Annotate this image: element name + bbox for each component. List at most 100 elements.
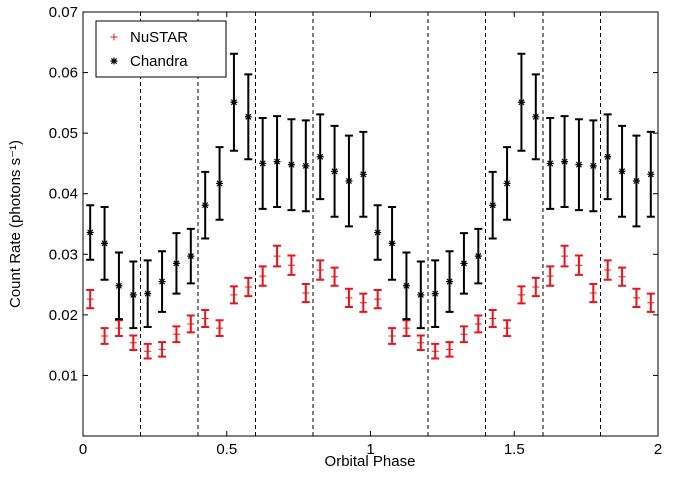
data-point (531, 276, 540, 298)
data-point (416, 334, 425, 351)
data-point (359, 292, 368, 313)
data-point (416, 260, 425, 330)
marker (187, 320, 195, 328)
data-point (114, 251, 123, 321)
x-tick-label: 0.5 (216, 441, 237, 458)
data-point (574, 118, 583, 212)
marker (589, 162, 597, 170)
x-tick-label: 2 (654, 441, 662, 458)
marker (259, 159, 267, 167)
data-point (86, 289, 95, 310)
data-point (244, 73, 253, 161)
marker (144, 347, 152, 355)
marker (86, 228, 94, 236)
legend-marker (110, 33, 118, 41)
data-point (488, 170, 497, 240)
marker (460, 259, 468, 267)
legend-item: NuSTAR (110, 29, 188, 46)
data-point (488, 309, 497, 328)
marker (287, 261, 295, 269)
marker (201, 314, 209, 322)
marker (345, 294, 353, 302)
data-point (388, 206, 397, 281)
data-point (301, 119, 310, 213)
marker (604, 266, 612, 274)
data-point (632, 134, 641, 228)
marker (647, 299, 655, 307)
marker (316, 266, 324, 274)
marker (129, 291, 137, 299)
marker (158, 345, 166, 353)
data-point (330, 266, 339, 287)
marker (359, 170, 367, 178)
marker (431, 347, 439, 355)
legend-label: NuSTAR (130, 29, 188, 46)
y-tick-label: 0.05 (49, 125, 78, 142)
marker (374, 295, 382, 303)
marker (187, 252, 195, 260)
data-point (402, 251, 411, 321)
marker (532, 283, 540, 291)
marker (431, 290, 439, 298)
marker (172, 330, 180, 338)
data-point (143, 342, 152, 360)
data-point (273, 115, 282, 209)
data-point (114, 319, 123, 338)
data-point (129, 334, 138, 351)
marker (158, 278, 166, 286)
marker (489, 201, 497, 209)
data-point (431, 259, 440, 328)
legend-marker (110, 57, 118, 65)
data-point (359, 130, 368, 218)
data-point (229, 52, 238, 152)
data-point (431, 342, 440, 360)
data-point (244, 276, 253, 298)
data-point (100, 327, 109, 345)
marker (632, 177, 640, 185)
marker (546, 272, 554, 280)
marker (460, 330, 468, 338)
data-point (546, 117, 555, 210)
marker (517, 291, 525, 299)
data-point (344, 134, 353, 228)
marker (259, 272, 267, 280)
marker (561, 252, 569, 260)
marker (388, 239, 396, 247)
marker (316, 153, 324, 161)
data-point (330, 124, 339, 218)
marker (402, 324, 410, 332)
marker (474, 320, 482, 328)
data-point (474, 227, 483, 285)
data-point (402, 319, 411, 338)
legend-label: Chandra (130, 53, 188, 70)
marker (172, 259, 180, 267)
data-point (373, 289, 382, 310)
data-point (201, 170, 210, 240)
data-point (100, 206, 109, 281)
data-point (172, 325, 181, 344)
marker (101, 332, 109, 340)
data-point (603, 113, 612, 201)
marker (503, 179, 511, 187)
data-point (143, 259, 152, 328)
marker (244, 113, 252, 121)
x-axis-label: Orbital Phase (325, 453, 416, 470)
marker (532, 113, 540, 121)
marker (216, 179, 224, 187)
data-point (546, 265, 555, 287)
x-tick-label: 0 (79, 441, 87, 458)
data-point (344, 287, 353, 308)
marker (86, 295, 94, 303)
data-point (531, 73, 540, 161)
data-point (373, 204, 382, 261)
marker (331, 167, 339, 175)
marker (402, 282, 410, 290)
data-point (459, 325, 468, 344)
y-tick-label: 0.01 (49, 367, 78, 384)
data-point (503, 146, 512, 221)
data-point (589, 282, 598, 304)
data-point (273, 244, 282, 268)
marker (302, 162, 310, 170)
data-point (445, 250, 454, 313)
